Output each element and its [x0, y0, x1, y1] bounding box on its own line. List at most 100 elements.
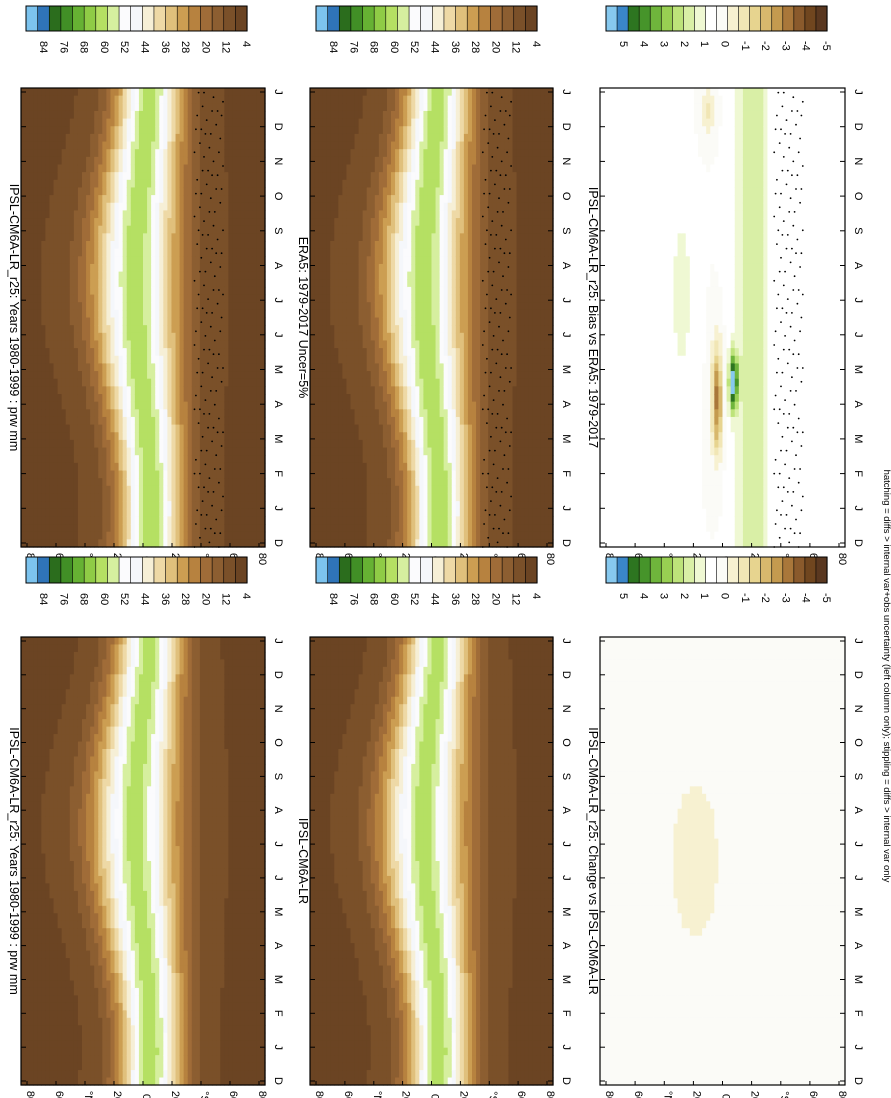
- field-cell: [199, 439, 205, 449]
- field-cell: [77, 816, 83, 825]
- field-cell: [69, 1002, 75, 1011]
- field-cell: [41, 838, 46, 847]
- field-cell: [77, 1017, 83, 1026]
- field-cell: [98, 279, 103, 288]
- field-cell: [155, 524, 160, 533]
- field-cell: [134, 241, 140, 250]
- field-cell: [37, 409, 42, 418]
- field-cell: [118, 118, 124, 127]
- field-cell: [248, 378, 254, 387]
- field-cell: [21, 689, 26, 698]
- field-cell: [138, 309, 144, 319]
- field-cell: [110, 355, 116, 364]
- field-cell: [110, 141, 116, 150]
- field-cell: [110, 501, 116, 510]
- field-cell: [118, 447, 124, 456]
- field-cell: [183, 462, 189, 472]
- field-cell: [204, 156, 209, 166]
- field-cell: [118, 103, 124, 112]
- field-cell: [94, 394, 99, 403]
- field-cell: [37, 187, 42, 196]
- field-cell: [61, 637, 67, 646]
- field-cell: [138, 493, 144, 502]
- field-cell: [77, 378, 83, 387]
- field-cell: [228, 133, 234, 143]
- field-cell: [212, 386, 217, 395]
- field-cell: [175, 401, 181, 410]
- field-cell: [86, 1077, 91, 1086]
- field-cell: [126, 432, 132, 441]
- field-cell: [151, 325, 156, 334]
- field-cell: [224, 241, 229, 250]
- field-cell: [138, 302, 144, 311]
- field-cell: [49, 741, 55, 750]
- field-cell: [69, 905, 75, 914]
- field-cell: [57, 286, 63, 296]
- field-cell: [77, 831, 83, 840]
- field-cell: [114, 172, 120, 181]
- field-cell: [199, 355, 205, 364]
- field-cell: [57, 279, 63, 288]
- field-cell: [73, 749, 79, 758]
- field-cell: [183, 439, 189, 449]
- stipple-dot: [220, 316, 223, 319]
- field-cell: [163, 455, 168, 464]
- field-cell: [41, 696, 46, 705]
- field-cell: [41, 210, 46, 219]
- field-cell: [45, 1002, 51, 1011]
- field-cell: [220, 141, 225, 150]
- field-cell: [212, 172, 217, 181]
- field-cell: [171, 110, 177, 120]
- field-cell: [29, 637, 34, 646]
- field-cell: [171, 355, 177, 364]
- field-cell: [73, 378, 79, 387]
- field-cell: [61, 674, 67, 683]
- field-cell: [77, 637, 83, 646]
- field-cell: [224, 172, 229, 181]
- field-cell: [138, 286, 144, 296]
- field-cell: [90, 118, 95, 127]
- field-cell: [220, 371, 225, 380]
- field-cell: [191, 332, 197, 342]
- field-cell: [29, 898, 34, 907]
- field-cell: [25, 816, 30, 825]
- field-cell: [57, 816, 63, 825]
- field-cell: [25, 1002, 30, 1011]
- field-cell: [69, 470, 75, 479]
- field-cell: [175, 256, 181, 265]
- field-cell: [208, 126, 213, 135]
- field-cell: [65, 816, 71, 825]
- field-cell: [57, 187, 63, 196]
- field-cell: [65, 846, 71, 855]
- field-cell: [73, 179, 79, 189]
- field-cell: [86, 928, 91, 937]
- field-cell: [98, 501, 103, 510]
- field-cell: [204, 141, 209, 150]
- field-cell: [179, 248, 185, 257]
- field-cell: [232, 409, 238, 418]
- field-cell: [25, 210, 30, 219]
- field-cell: [33, 371, 38, 380]
- field-cell: [195, 539, 201, 548]
- field-cell: [191, 424, 197, 433]
- field-cell: [33, 689, 38, 698]
- field-cell: [90, 286, 95, 296]
- stipple-dot: [216, 431, 219, 434]
- field-cell: [252, 325, 258, 334]
- field-cell: [240, 455, 246, 464]
- field-cell: [224, 332, 229, 342]
- field-cell: [53, 920, 59, 929]
- field-cell: [134, 95, 140, 104]
- field-cell: [45, 898, 51, 907]
- field-cell: [69, 110, 75, 120]
- field-cell: [159, 378, 164, 387]
- field-cell: [134, 294, 140, 303]
- field-cell: [244, 294, 250, 303]
- field-cell: [29, 386, 34, 395]
- stipple-dot: [222, 100, 224, 103]
- field-cell: [204, 378, 209, 387]
- field-cell: [45, 294, 51, 303]
- stipple-dot: [205, 183, 208, 186]
- field-cell: [21, 846, 26, 855]
- field-cell: [61, 478, 67, 487]
